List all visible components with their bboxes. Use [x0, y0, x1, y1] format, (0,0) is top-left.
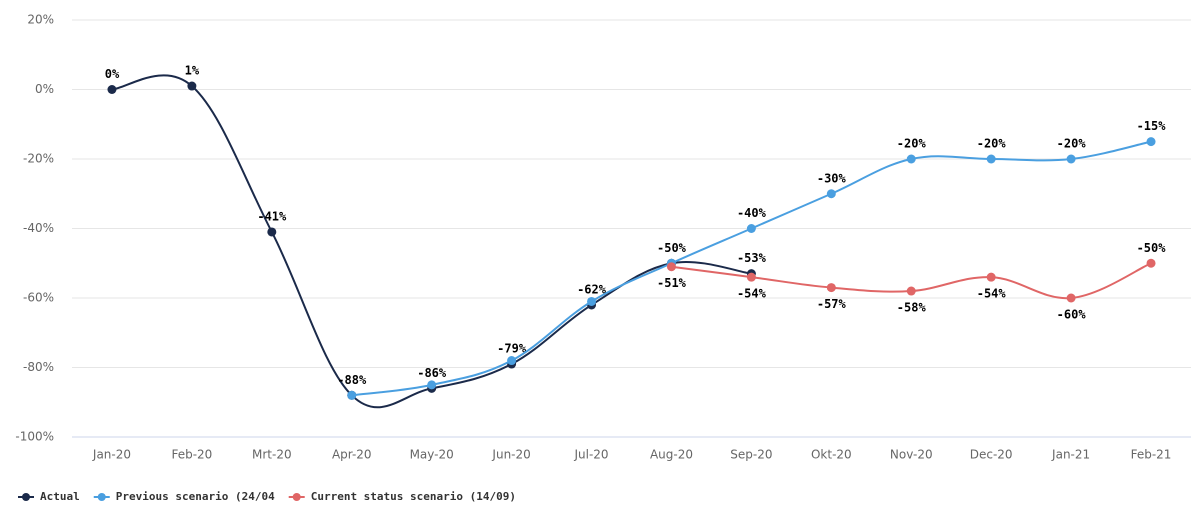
y-tick-label: -80%: [23, 360, 54, 374]
legend-label: Previous scenario (24/04: [116, 490, 275, 503]
data-point: [986, 272, 996, 282]
data-label: -20%: [897, 137, 927, 151]
data-label: 1%: [185, 64, 200, 78]
y-tick-label: -40%: [23, 221, 54, 235]
data-label: -50%: [657, 241, 687, 255]
x-tick-label: Jan-20: [92, 448, 131, 462]
data-label: -88%: [337, 373, 367, 387]
data-label: -54%: [977, 287, 1007, 301]
data-point: [666, 262, 676, 272]
series-line: [111, 74, 752, 409]
legend-marker: [22, 493, 30, 501]
x-tick-label: Jan-21: [1051, 448, 1090, 462]
legend-item: Previous scenario (24/04: [93, 490, 275, 503]
data-point: [746, 272, 756, 282]
y-tick-label: 0%: [35, 82, 54, 96]
legend-marker: [97, 493, 106, 501]
data-point: [587, 296, 597, 306]
series-line: [351, 140, 1152, 397]
x-tick-label: Jul-20: [573, 448, 608, 462]
data-point: [1146, 137, 1156, 147]
data-point: [906, 154, 916, 164]
x-tick-label: Aug-20: [650, 448, 693, 462]
x-tick-label: Mrt-20: [252, 448, 292, 462]
x-tick-label: Feb-20: [171, 448, 212, 462]
data-point: [107, 85, 117, 94]
data-point: [826, 283, 836, 293]
data-label: -58%: [897, 301, 927, 315]
y-tick-label: 20%: [27, 13, 54, 27]
data-point: [906, 286, 916, 296]
data-label: -53%: [737, 251, 767, 265]
y-tick-label: -60%: [23, 291, 54, 305]
data-label: -79%: [497, 342, 527, 356]
data-label: -15%: [1137, 119, 1167, 133]
data-label: -86%: [417, 366, 447, 380]
legend-item: Current status scenario (14/09): [288, 490, 516, 503]
data-point: [347, 390, 357, 400]
x-tick-label: May-20: [410, 448, 454, 462]
x-tick-label: Okt-20: [811, 448, 852, 462]
data-point: [1066, 293, 1076, 303]
data-label: -60%: [1057, 308, 1087, 322]
x-tick-label: Sep-20: [730, 448, 772, 462]
data-point: [826, 189, 836, 199]
data-label: -57%: [817, 297, 847, 311]
legend-label: Actual: [40, 490, 80, 503]
x-tick-label: Dec-20: [970, 448, 1013, 462]
y-tick-label: -100%: [15, 430, 54, 444]
data-label: -20%: [1057, 137, 1087, 151]
data-label: -30%: [817, 171, 847, 185]
data-point: [1146, 258, 1156, 268]
data-label: 0%: [105, 67, 120, 81]
legend-label: Current status scenario (14/09): [311, 490, 516, 503]
data-point: [1066, 154, 1076, 164]
legend-item: Actual: [18, 490, 80, 503]
x-tick-label: Feb-21: [1131, 448, 1172, 462]
data-label: -50%: [1137, 241, 1167, 255]
data-label: -54%: [737, 287, 767, 301]
data-label: -20%: [977, 137, 1007, 151]
data-point: [507, 356, 517, 366]
legend-marker: [292, 493, 301, 501]
data-point: [986, 154, 996, 164]
y-tick-label: -20%: [23, 152, 54, 166]
data-point: [746, 224, 756, 233]
data-label: -62%: [577, 282, 607, 296]
data-label: -40%: [737, 206, 767, 220]
x-tick-label: Nov-20: [890, 448, 933, 462]
data-label: -41%: [257, 209, 287, 223]
x-tick-label: Jun-20: [491, 448, 530, 462]
data-label: -51%: [657, 276, 687, 290]
data-point: [427, 380, 437, 390]
data-point: [267, 227, 277, 237]
data-point: [187, 81, 197, 91]
x-tick-label: Apr-20: [332, 448, 372, 462]
